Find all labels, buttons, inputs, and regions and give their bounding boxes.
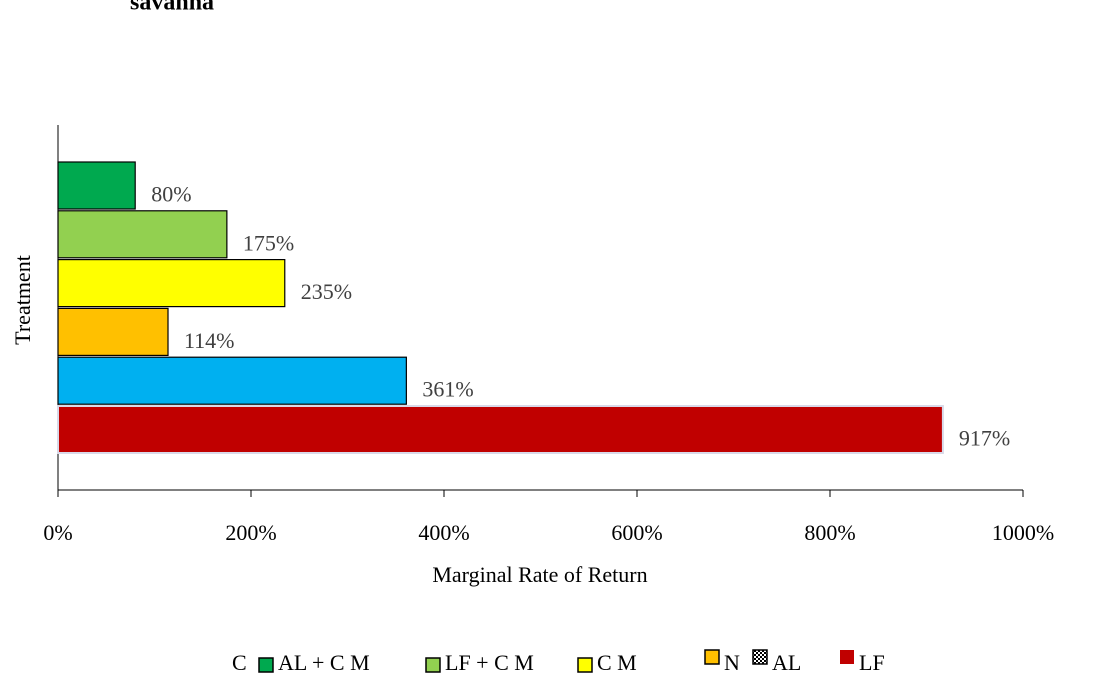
- x-tick-label: 800%: [804, 520, 855, 545]
- legend-swatch: [425, 657, 441, 673]
- legend-swatch: [577, 657, 593, 673]
- x-tick-label: 1000%: [992, 520, 1054, 545]
- x-tick-label: 600%: [611, 520, 662, 545]
- legend-swatch: [752, 649, 768, 665]
- legend-label: LF: [859, 650, 885, 675]
- legend-swatch: [840, 650, 854, 664]
- value-label: 235%: [301, 279, 352, 304]
- legend-label: N: [724, 650, 740, 675]
- value-label: 917%: [959, 426, 1010, 451]
- legend-label: AL: [772, 650, 801, 675]
- x-axis-label: Marginal Rate of Return: [432, 562, 647, 587]
- legend-label: C: [232, 650, 247, 675]
- value-label: 361%: [422, 377, 473, 402]
- y-axis-label: Treatment: [10, 255, 35, 345]
- legend-label: AL + C M: [278, 650, 370, 675]
- legend-label: LF + C M: [445, 650, 534, 675]
- bar: [57, 259, 286, 308]
- bar: [57, 210, 228, 259]
- bar: [57, 356, 407, 405]
- bar: [57, 161, 136, 210]
- bar: [57, 405, 944, 454]
- legend-swatch: [258, 657, 274, 673]
- chart-title: savanna: [130, 0, 214, 16]
- bar: [57, 307, 169, 356]
- x-tick-label: 0%: [43, 520, 72, 545]
- x-tick-label: 200%: [225, 520, 276, 545]
- legend-label: C M: [597, 650, 637, 675]
- x-tick-label: 400%: [418, 520, 469, 545]
- legend-swatch: [704, 649, 720, 665]
- value-label: 114%: [184, 328, 235, 353]
- value-label: 175%: [243, 230, 294, 255]
- value-label: 80%: [151, 182, 191, 207]
